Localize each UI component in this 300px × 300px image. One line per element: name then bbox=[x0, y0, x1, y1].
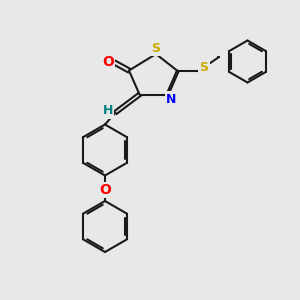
Text: N: N bbox=[166, 92, 176, 106]
Text: O: O bbox=[99, 183, 111, 197]
Text: S: S bbox=[152, 42, 160, 55]
Text: S: S bbox=[200, 61, 208, 74]
Text: H: H bbox=[103, 104, 113, 118]
Text: O: O bbox=[102, 55, 114, 68]
